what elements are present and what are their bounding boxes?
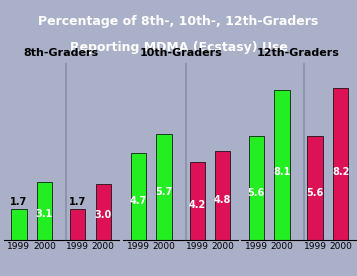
Text: 4.2: 4.2 (188, 200, 206, 210)
Text: 1.7: 1.7 (69, 197, 86, 207)
Text: Reporting MDMA (Ecstasy) Use: Reporting MDMA (Ecstasy) Use (70, 41, 287, 54)
Text: 5.6: 5.6 (306, 188, 324, 198)
Text: 3.0: 3.0 (95, 210, 112, 220)
Bar (156, 134, 172, 240)
Bar (274, 89, 290, 240)
Bar (96, 184, 111, 240)
Text: 4.8: 4.8 (214, 195, 231, 205)
Text: 10th-Graders: 10th-Graders (139, 48, 222, 58)
Bar (333, 88, 348, 240)
Bar (248, 136, 264, 240)
Text: 8th-Graders: 8th-Graders (24, 48, 99, 58)
Text: 4.7: 4.7 (130, 196, 147, 206)
Bar (70, 208, 85, 240)
Text: 1.7: 1.7 (10, 197, 27, 207)
Bar (190, 162, 205, 240)
Text: 8.2: 8.2 (332, 166, 349, 177)
Text: 3.1: 3.1 (36, 209, 53, 219)
Bar (215, 151, 231, 240)
Text: 5.6: 5.6 (248, 188, 265, 198)
Bar (37, 182, 52, 240)
Bar (307, 136, 323, 240)
Bar (11, 208, 26, 240)
Bar (131, 153, 146, 240)
Text: 12th-Graders: 12th-Graders (257, 48, 340, 58)
Text: Percentage of 8th-, 10th-, 12th-Graders: Percentage of 8th-, 10th-, 12th-Graders (38, 15, 319, 28)
Text: 8.1: 8.1 (273, 167, 291, 177)
Text: 5.7: 5.7 (155, 187, 173, 197)
